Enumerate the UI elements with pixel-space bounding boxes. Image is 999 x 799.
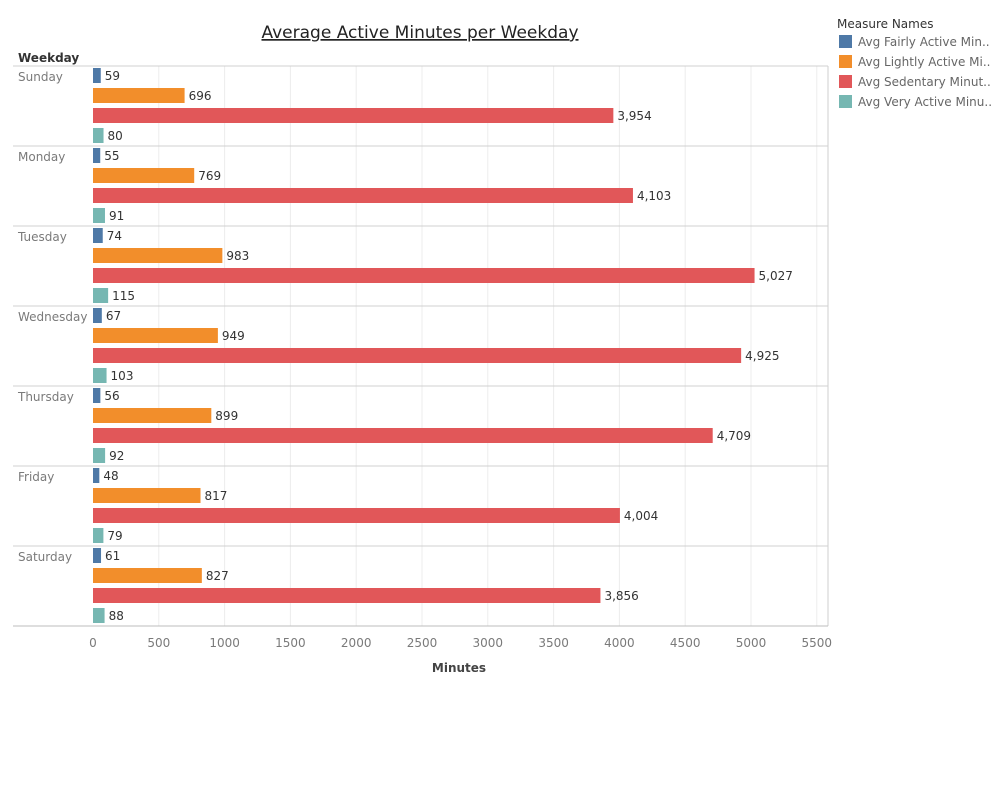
bar-sunday-1 (93, 68, 101, 83)
bar-monday-2 (93, 168, 195, 183)
value-label: 4,103 (637, 189, 671, 203)
bar-sunday-4 (93, 128, 104, 143)
value-label: 103 (111, 369, 134, 383)
value-label: 3,856 (604, 589, 638, 603)
category-label: Sunday (18, 70, 63, 84)
bar-friday-3 (93, 508, 620, 523)
bar-saturday-3 (93, 588, 601, 603)
legend-swatch (839, 95, 852, 108)
bar-saturday-1 (93, 548, 102, 563)
bar-layer: 59 696 3,954 80 55 769 4,103 91 74 983 5,027 115 67 9… (93, 68, 793, 623)
bar-sunday-3 (93, 108, 614, 123)
x-axis-title: Minutes (432, 661, 486, 675)
value-label: 949 (222, 329, 245, 343)
bar-thursday-4 (93, 448, 106, 463)
bar-thursday-1 (93, 388, 101, 403)
legend-label: Avg Sedentary Minut.. (858, 75, 991, 89)
bar-wednesday-4 (93, 368, 107, 383)
x-tick-label: 0 (89, 636, 97, 650)
value-label: 48 (103, 469, 118, 483)
x-axis: 0 500 1000 1500 2000 2500 3000 3500 4000 4500 5000… (89, 636, 832, 650)
x-tick-label: 1500 (275, 636, 306, 650)
legend-label: Avg Very Active Minu.. (858, 95, 992, 109)
value-label: 61 (105, 549, 120, 563)
category-label: Wednesday (18, 310, 87, 324)
category-label: Friday (18, 470, 54, 484)
value-label: 827 (206, 569, 229, 583)
x-tick-label: 2000 (341, 636, 372, 650)
bar-friday-4 (93, 528, 104, 543)
value-label: 769 (198, 169, 221, 183)
bar-saturday-2 (93, 568, 202, 583)
bar-friday-1 (93, 468, 100, 483)
category-label: Saturday (18, 550, 72, 564)
category-label: Monday (18, 150, 65, 164)
x-tick-label: 4000 (604, 636, 635, 650)
bar-monday-3 (93, 188, 633, 203)
x-tick-label: 3000 (473, 636, 504, 650)
value-label: 80 (108, 129, 123, 143)
value-label: 3,954 (617, 109, 651, 123)
legend-label: Avg Fairly Active Min.. (858, 35, 990, 49)
bar-tuesday-1 (93, 228, 103, 243)
chart-title: Average Active Minutes per Weekday (261, 23, 578, 43)
bar-friday-2 (93, 488, 201, 503)
bar-sunday-2 (93, 88, 185, 103)
value-label: 983 (226, 249, 249, 263)
x-tick-label: 3500 (538, 636, 569, 650)
x-tick-label: 5500 (802, 636, 833, 650)
bar-thursday-3 (93, 428, 713, 443)
bar-monday-1 (93, 148, 101, 163)
band-layer: Sunday Monday Tuesday Wednesday Thursday Frid… (13, 65, 829, 627)
value-label: 55 (104, 149, 119, 163)
grid-layer (158, 66, 818, 626)
legend-title: Measure Names (837, 17, 933, 31)
legend-label: Avg Lightly Active Mi.. (858, 55, 991, 69)
category-label: Tuesday (17, 230, 67, 244)
value-label: 5,027 (759, 269, 793, 283)
bar-tuesday-4 (93, 288, 109, 303)
value-label: 696 (189, 89, 212, 103)
value-label: 56 (104, 389, 119, 403)
legend: Measure Names Avg Fairly Active Min.. Avg… (837, 17, 992, 109)
bar-monday-4 (93, 208, 105, 223)
value-label: 4,709 (717, 429, 751, 443)
x-tick-label: 2500 (407, 636, 438, 650)
bar-wednesday-2 (93, 328, 218, 343)
value-label: 115 (112, 289, 135, 303)
legend-swatch (839, 35, 852, 48)
legend-swatch (839, 55, 852, 68)
x-tick-label: 1000 (209, 636, 240, 650)
category-label: Thursday (17, 390, 74, 404)
bar-wednesday-1 (93, 308, 102, 323)
value-label: 74 (107, 229, 122, 243)
bar-tuesday-3 (93, 268, 755, 283)
x-tick-label: 4500 (670, 636, 701, 650)
bar-tuesday-2 (93, 248, 223, 263)
legend-swatch (839, 75, 852, 88)
value-label: 817 (205, 489, 228, 503)
x-tick-label: 500 (147, 636, 170, 650)
value-label: 899 (215, 409, 238, 423)
row-header: Weekday (18, 51, 79, 65)
value-label: 4,925 (745, 349, 779, 363)
value-label: 88 (109, 609, 124, 623)
value-label: 92 (109, 449, 124, 463)
value-label: 79 (107, 529, 122, 543)
value-label: 4,004 (624, 509, 658, 523)
bar-thursday-2 (93, 408, 212, 423)
value-label: 67 (106, 309, 121, 323)
value-label: 91 (109, 209, 124, 223)
value-label: 59 (105, 69, 120, 83)
x-tick-label: 5000 (736, 636, 767, 650)
bar-wednesday-3 (93, 348, 742, 363)
bar-saturday-4 (93, 608, 105, 623)
